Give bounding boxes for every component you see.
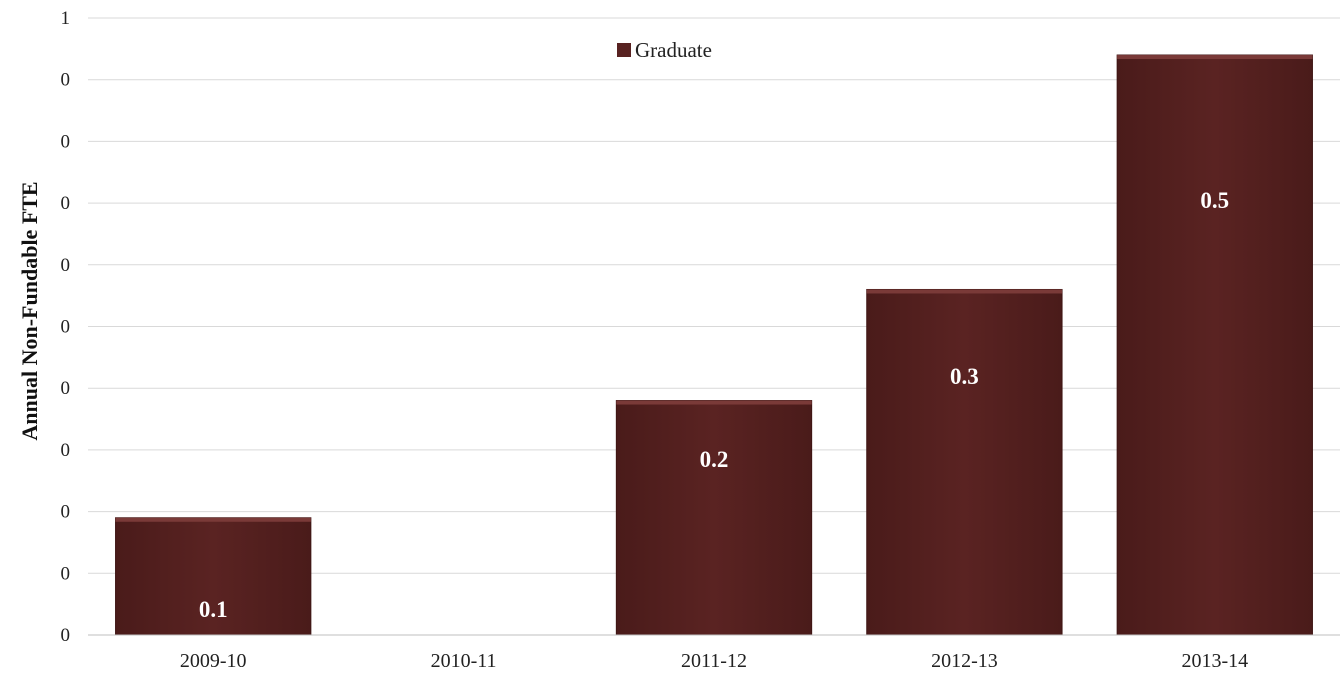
data-label: 0.5 xyxy=(1200,188,1229,213)
data-label: 0.3 xyxy=(950,364,979,389)
bar-bevel xyxy=(866,289,1063,294)
y-tick-label: 0 xyxy=(61,563,71,584)
y-tick-label: 0 xyxy=(61,255,71,276)
x-tick-label: 2013-14 xyxy=(1181,650,1248,672)
y-tick-label: 0 xyxy=(61,70,71,91)
x-tick-label: 2009-10 xyxy=(180,650,247,672)
y-tick-label: 1 xyxy=(61,8,71,29)
y-tick-label: 0 xyxy=(61,440,71,461)
y-axis-ticks: 0 0 0 0 0 0 0 0 0 0 1 xyxy=(61,8,71,646)
bar-2012-13 xyxy=(866,288,1063,636)
y-axis-title: Annual Non-Fundable FTE xyxy=(17,181,42,440)
bar-bevel xyxy=(616,400,812,405)
y-tick-label: 0 xyxy=(61,317,71,338)
gridlines xyxy=(88,17,1340,574)
bar-2013-14 xyxy=(1116,54,1313,636)
legend-label-graduate: Graduate xyxy=(635,38,712,62)
x-tick-label: 2012-13 xyxy=(931,650,998,672)
y-tick-label: 0 xyxy=(61,378,71,399)
legend: Graduate xyxy=(617,38,712,62)
y-tick-label: 0 xyxy=(61,625,71,646)
data-label: 0.1 xyxy=(199,597,228,622)
legend-swatch-graduate xyxy=(617,43,631,57)
data-label: 0.2 xyxy=(700,447,729,472)
y-tick-label: 0 xyxy=(61,131,71,152)
bar-bevel xyxy=(1117,55,1313,60)
bars: 0.1 0.2 0.3 0.5 xyxy=(115,54,1313,636)
x-tick-label: 2011-12 xyxy=(681,650,747,672)
x-axis-labels: 2009-10 2010-11 2011-12 2012-13 2013-14 xyxy=(180,650,1248,672)
bar-2011-12 xyxy=(615,400,813,636)
y-tick-label: 0 xyxy=(61,502,71,523)
y-tick-label: 0 xyxy=(61,193,71,214)
x-tick-label: 2010-11 xyxy=(431,650,497,672)
bar-bevel xyxy=(115,517,311,522)
